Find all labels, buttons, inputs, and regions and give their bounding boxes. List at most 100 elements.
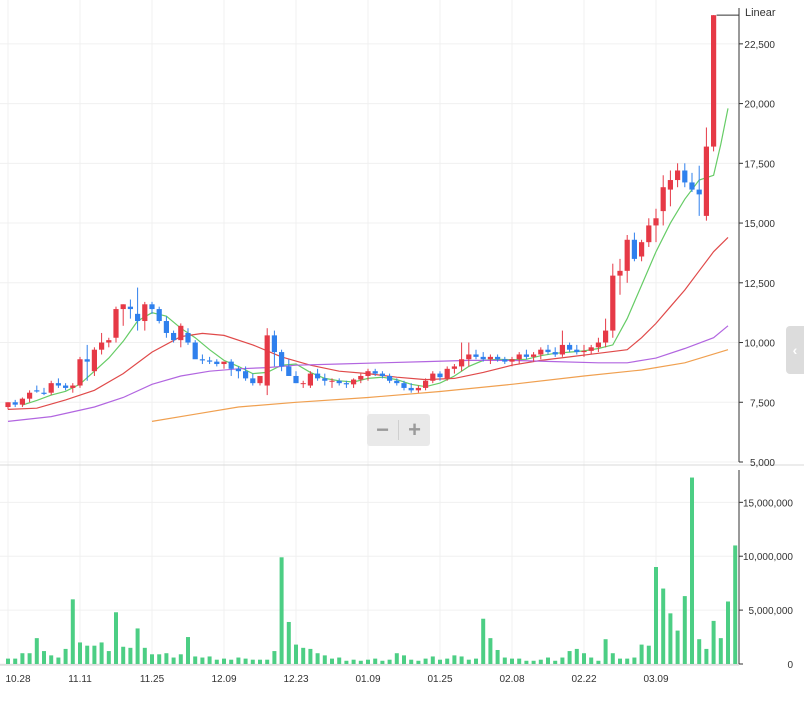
candle-body bbox=[437, 373, 443, 378]
candle-body bbox=[387, 375, 393, 381]
volume-bar bbox=[142, 647, 147, 664]
candle-body bbox=[135, 313, 141, 322]
candle-body bbox=[451, 366, 457, 369]
candle-body bbox=[235, 368, 241, 372]
candle-body bbox=[401, 383, 407, 388]
volume-bar bbox=[445, 658, 450, 664]
volume-bar bbox=[394, 653, 399, 664]
candle-body bbox=[171, 332, 177, 341]
candle-body bbox=[487, 356, 493, 360]
volume-bar bbox=[236, 657, 241, 664]
volume-bar bbox=[726, 601, 730, 664]
side-panel-toggle[interactable]: ‹ bbox=[786, 326, 804, 374]
volume-bar bbox=[366, 659, 370, 664]
candle-body bbox=[574, 349, 580, 353]
moving-average-line bbox=[22, 108, 729, 406]
volume-bar bbox=[294, 644, 298, 664]
candle-body bbox=[192, 342, 198, 360]
volume-bar bbox=[438, 659, 442, 664]
candle-body bbox=[271, 335, 277, 353]
candle-body bbox=[286, 366, 292, 376]
candle-body bbox=[473, 354, 479, 357]
candle-body bbox=[531, 354, 537, 357]
volume-bar bbox=[589, 657, 594, 664]
candle-body bbox=[408, 387, 414, 391]
volume-bar bbox=[92, 645, 97, 664]
candle-body bbox=[279, 352, 285, 367]
volume-bar bbox=[322, 655, 327, 664]
candle-body bbox=[293, 375, 299, 384]
volume-bar bbox=[380, 660, 385, 664]
candle-body bbox=[185, 332, 191, 343]
candle-body bbox=[567, 344, 573, 350]
volume-bar bbox=[106, 651, 111, 664]
volume-bar bbox=[495, 649, 500, 664]
volume-bar bbox=[171, 657, 176, 664]
candle-body bbox=[358, 375, 364, 380]
candle-body bbox=[667, 180, 673, 190]
date-tick-label: 10.28 bbox=[5, 674, 30, 685]
candle-body bbox=[617, 270, 623, 276]
volume-bar bbox=[351, 659, 356, 664]
volume-bar bbox=[459, 656, 464, 664]
date-tick-label: 03.09 bbox=[643, 674, 668, 685]
candle-body bbox=[34, 390, 40, 392]
price-tick-label: 12,500 bbox=[744, 279, 775, 290]
moving-average-line bbox=[151, 349, 729, 422]
candle-body bbox=[250, 378, 256, 384]
candle-body bbox=[588, 347, 594, 351]
candle-body bbox=[142, 304, 148, 322]
volume-bar bbox=[682, 596, 687, 664]
candle-body bbox=[711, 15, 717, 147]
zoom-in-button[interactable]: + bbox=[408, 417, 421, 442]
volume-bar bbox=[560, 657, 565, 664]
volume-bar bbox=[567, 651, 572, 664]
candle-body bbox=[149, 304, 155, 310]
volume-bar bbox=[121, 646, 126, 664]
candle-body bbox=[113, 309, 119, 338]
candle-body bbox=[351, 379, 357, 385]
volume-bar bbox=[582, 653, 586, 664]
volume-bar bbox=[452, 655, 457, 664]
volume-bar bbox=[538, 659, 543, 664]
candle-body bbox=[48, 383, 54, 393]
volume-bar bbox=[222, 658, 226, 664]
candle-body bbox=[480, 356, 486, 360]
candle-body bbox=[329, 380, 335, 382]
candle-body bbox=[264, 335, 270, 386]
volume-bar bbox=[56, 657, 61, 664]
candle-body bbox=[156, 309, 162, 322]
volume-bar bbox=[63, 648, 68, 664]
date-tick-label: 12.09 bbox=[211, 674, 236, 685]
volume-bar bbox=[510, 658, 514, 664]
candle-body bbox=[459, 359, 465, 367]
candle-body bbox=[495, 356, 501, 360]
volume-bar bbox=[531, 660, 536, 664]
date-tick-label: 01.25 bbox=[427, 674, 452, 685]
volume-bar bbox=[70, 599, 75, 664]
candle-body bbox=[624, 239, 630, 271]
candle-body bbox=[207, 360, 213, 362]
candle-body bbox=[5, 402, 11, 408]
volume-bar bbox=[150, 654, 154, 664]
candle-body bbox=[106, 340, 112, 343]
candle-body bbox=[243, 371, 249, 379]
price-tick-label: 5,000 bbox=[750, 458, 775, 469]
candle-body bbox=[689, 182, 695, 190]
candle-body bbox=[77, 359, 83, 386]
moving-average-line bbox=[7, 236, 729, 410]
volume-bar bbox=[718, 638, 723, 664]
zoom-out-button[interactable]: − bbox=[376, 417, 389, 442]
date-tick-label: 01.09 bbox=[355, 674, 380, 685]
candle-body bbox=[91, 349, 97, 372]
volume-bar bbox=[697, 639, 702, 664]
date-tick-label: 11.11 bbox=[68, 674, 92, 685]
volume-bar bbox=[42, 651, 46, 664]
candle-body bbox=[372, 371, 378, 374]
candle-body bbox=[300, 383, 306, 385]
candle-body bbox=[696, 189, 702, 195]
candle-body bbox=[639, 242, 645, 257]
volume-bar bbox=[265, 659, 270, 664]
